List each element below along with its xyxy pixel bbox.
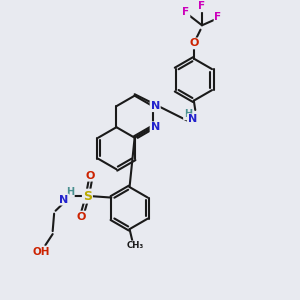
Text: O: O [85,171,95,181]
Text: N: N [188,114,197,124]
Text: O: O [77,212,86,222]
Text: F: F [198,1,206,11]
Text: OH: OH [32,247,50,256]
Text: S: S [83,190,92,202]
Text: CH₃: CH₃ [127,241,144,250]
Text: N: N [151,122,160,132]
Text: H: H [184,110,192,119]
Text: N: N [151,101,160,111]
Text: H: H [66,187,74,197]
Text: F: F [182,7,190,17]
Text: O: O [189,38,199,48]
Text: F: F [214,11,222,22]
Text: N: N [59,195,69,205]
